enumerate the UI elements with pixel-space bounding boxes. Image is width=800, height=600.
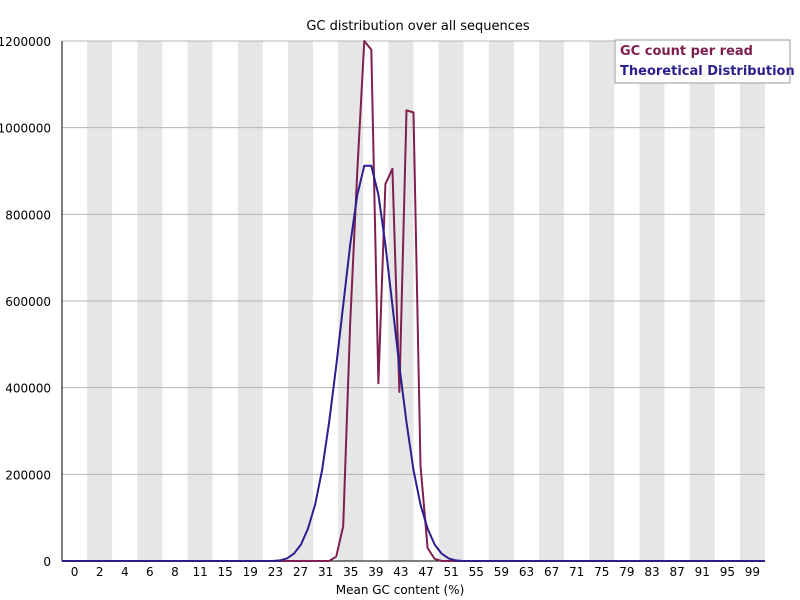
x-tick-label: 15	[218, 565, 233, 579]
y-tick-label: 200000	[5, 468, 51, 482]
series-lines	[62, 40, 765, 562]
x-tick-label: 75	[594, 565, 609, 579]
x-tick-label: 2	[96, 565, 104, 579]
x-tick-label: 83	[644, 565, 659, 579]
x-tick-label: 31	[318, 565, 333, 579]
x-tick-label: 87	[669, 565, 684, 579]
x-tick-label: 91	[695, 565, 710, 579]
x-tick-label: 11	[192, 565, 207, 579]
y-tick-label: 1000000	[0, 122, 51, 136]
legend-entry: GC count per read	[620, 44, 753, 59]
y-tick-label: 600000	[5, 295, 51, 309]
x-tick-label: 43	[393, 565, 408, 579]
x-tick-label: 63	[519, 565, 534, 579]
x-tick-label: 0	[71, 565, 79, 579]
x-tick-label: 71	[569, 565, 584, 579]
line-theoretical-distribution	[62, 164, 765, 562]
x-tick-label: 35	[343, 565, 358, 579]
x-tick-label: 95	[720, 565, 735, 579]
x-tick-label: 99	[745, 565, 760, 579]
x-tick-label: 39	[368, 565, 383, 579]
x-tick-label: 27	[293, 565, 308, 579]
x-tick-label: 4	[121, 565, 129, 579]
x-tick-label: 47	[418, 565, 433, 579]
y-tick-labels: 0 200000 400000 600000 800000 1000000 1200000	[0, 35, 51, 569]
x-tick-label: 59	[494, 565, 509, 579]
legend-entry: Theoretical Distribution	[620, 64, 795, 79]
y-tick-label: 1200000	[0, 35, 51, 49]
y-tick-label: 400000	[5, 382, 51, 396]
x-tick-label: 51	[444, 565, 459, 579]
legend: GC count per read Theoretical Distributio…	[614, 39, 795, 84]
chart-title: GC distribution over all sequences	[306, 19, 530, 34]
x-tick-label: 79	[619, 565, 634, 579]
x-tick-label: 55	[469, 565, 484, 579]
x-tick-label: 23	[268, 565, 283, 579]
x-tick-label: 19	[243, 565, 258, 579]
x-tick-label: 8	[171, 565, 179, 579]
x-axis-label: Mean GC content (%)	[336, 583, 465, 597]
x-tick-label: 67	[544, 565, 559, 579]
y-tick-label: 800000	[5, 208, 51, 222]
x-tick-labels: 0 2 4 6 8 11 15 19 23 27 31 35 39 43 47 51 55 59 63 67 71 75 7…	[71, 565, 760, 579]
legend-box	[614, 39, 791, 84]
y-tick-label: 0	[43, 555, 51, 569]
x-tick-label: 6	[146, 565, 154, 579]
